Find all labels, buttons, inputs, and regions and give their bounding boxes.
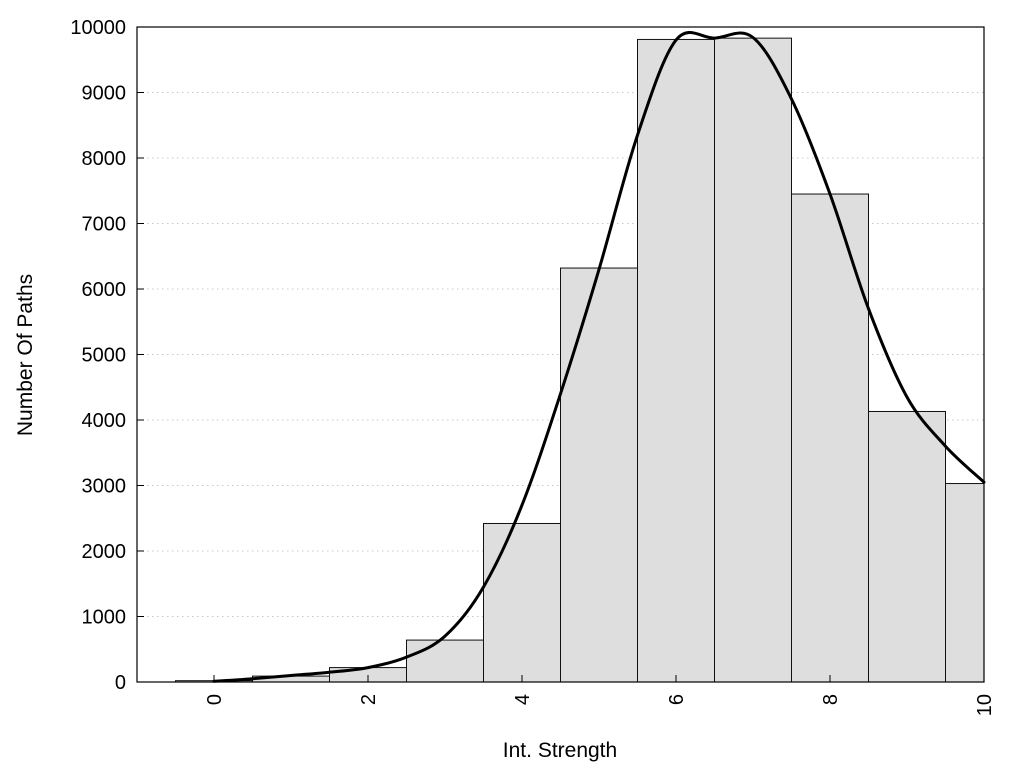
density-curve [212, 30, 986, 683]
x-tick-label: 0 [204, 694, 226, 705]
histogram-bar [868, 410, 946, 683]
histogram-bars [175, 37, 985, 683]
y-tick-label: 1000 [82, 607, 127, 629]
y-tick-label: 5000 [82, 345, 127, 367]
y-tick-label: 3000 [82, 476, 127, 498]
x-axis-title: Int. Strength [503, 739, 617, 762]
x-tick-label: 2 [358, 694, 380, 705]
y-tick-label: 10000 [70, 17, 126, 39]
x-tick-label: 6 [666, 694, 688, 705]
x-tick-label: 4 [512, 694, 534, 705]
density-curve-layer [212, 30, 986, 683]
histogram-bar [637, 38, 715, 683]
histogram-bar [791, 193, 869, 683]
histogram-bar [483, 522, 561, 683]
histogram-bar [406, 639, 484, 683]
histogram-bar [945, 483, 985, 683]
y-tick-label: 4000 [82, 410, 127, 432]
histogram-bar [560, 267, 638, 683]
x-tick-labels: 0 2 4 6 8 10 [204, 694, 996, 716]
axis-ticks [137, 26, 985, 683]
y-axis-title: Number Of Paths [14, 274, 37, 436]
y-tick-labels: 0 1000 2000 3000 4000 5000 6000 7000 8000 9000 100… [70, 17, 126, 694]
y-tick-label: 6000 [82, 279, 127, 301]
x-tick-label: 10 [974, 694, 996, 716]
x-tick-label: 8 [820, 694, 842, 705]
y-tick-label: 2000 [82, 541, 127, 563]
y-tick-label: 8000 [82, 148, 127, 170]
y-tick-label: 9000 [82, 83, 127, 105]
histogram-bar [714, 37, 792, 683]
y-tick-label: 7000 [82, 214, 127, 236]
y-tick-label: 0 [115, 672, 126, 694]
